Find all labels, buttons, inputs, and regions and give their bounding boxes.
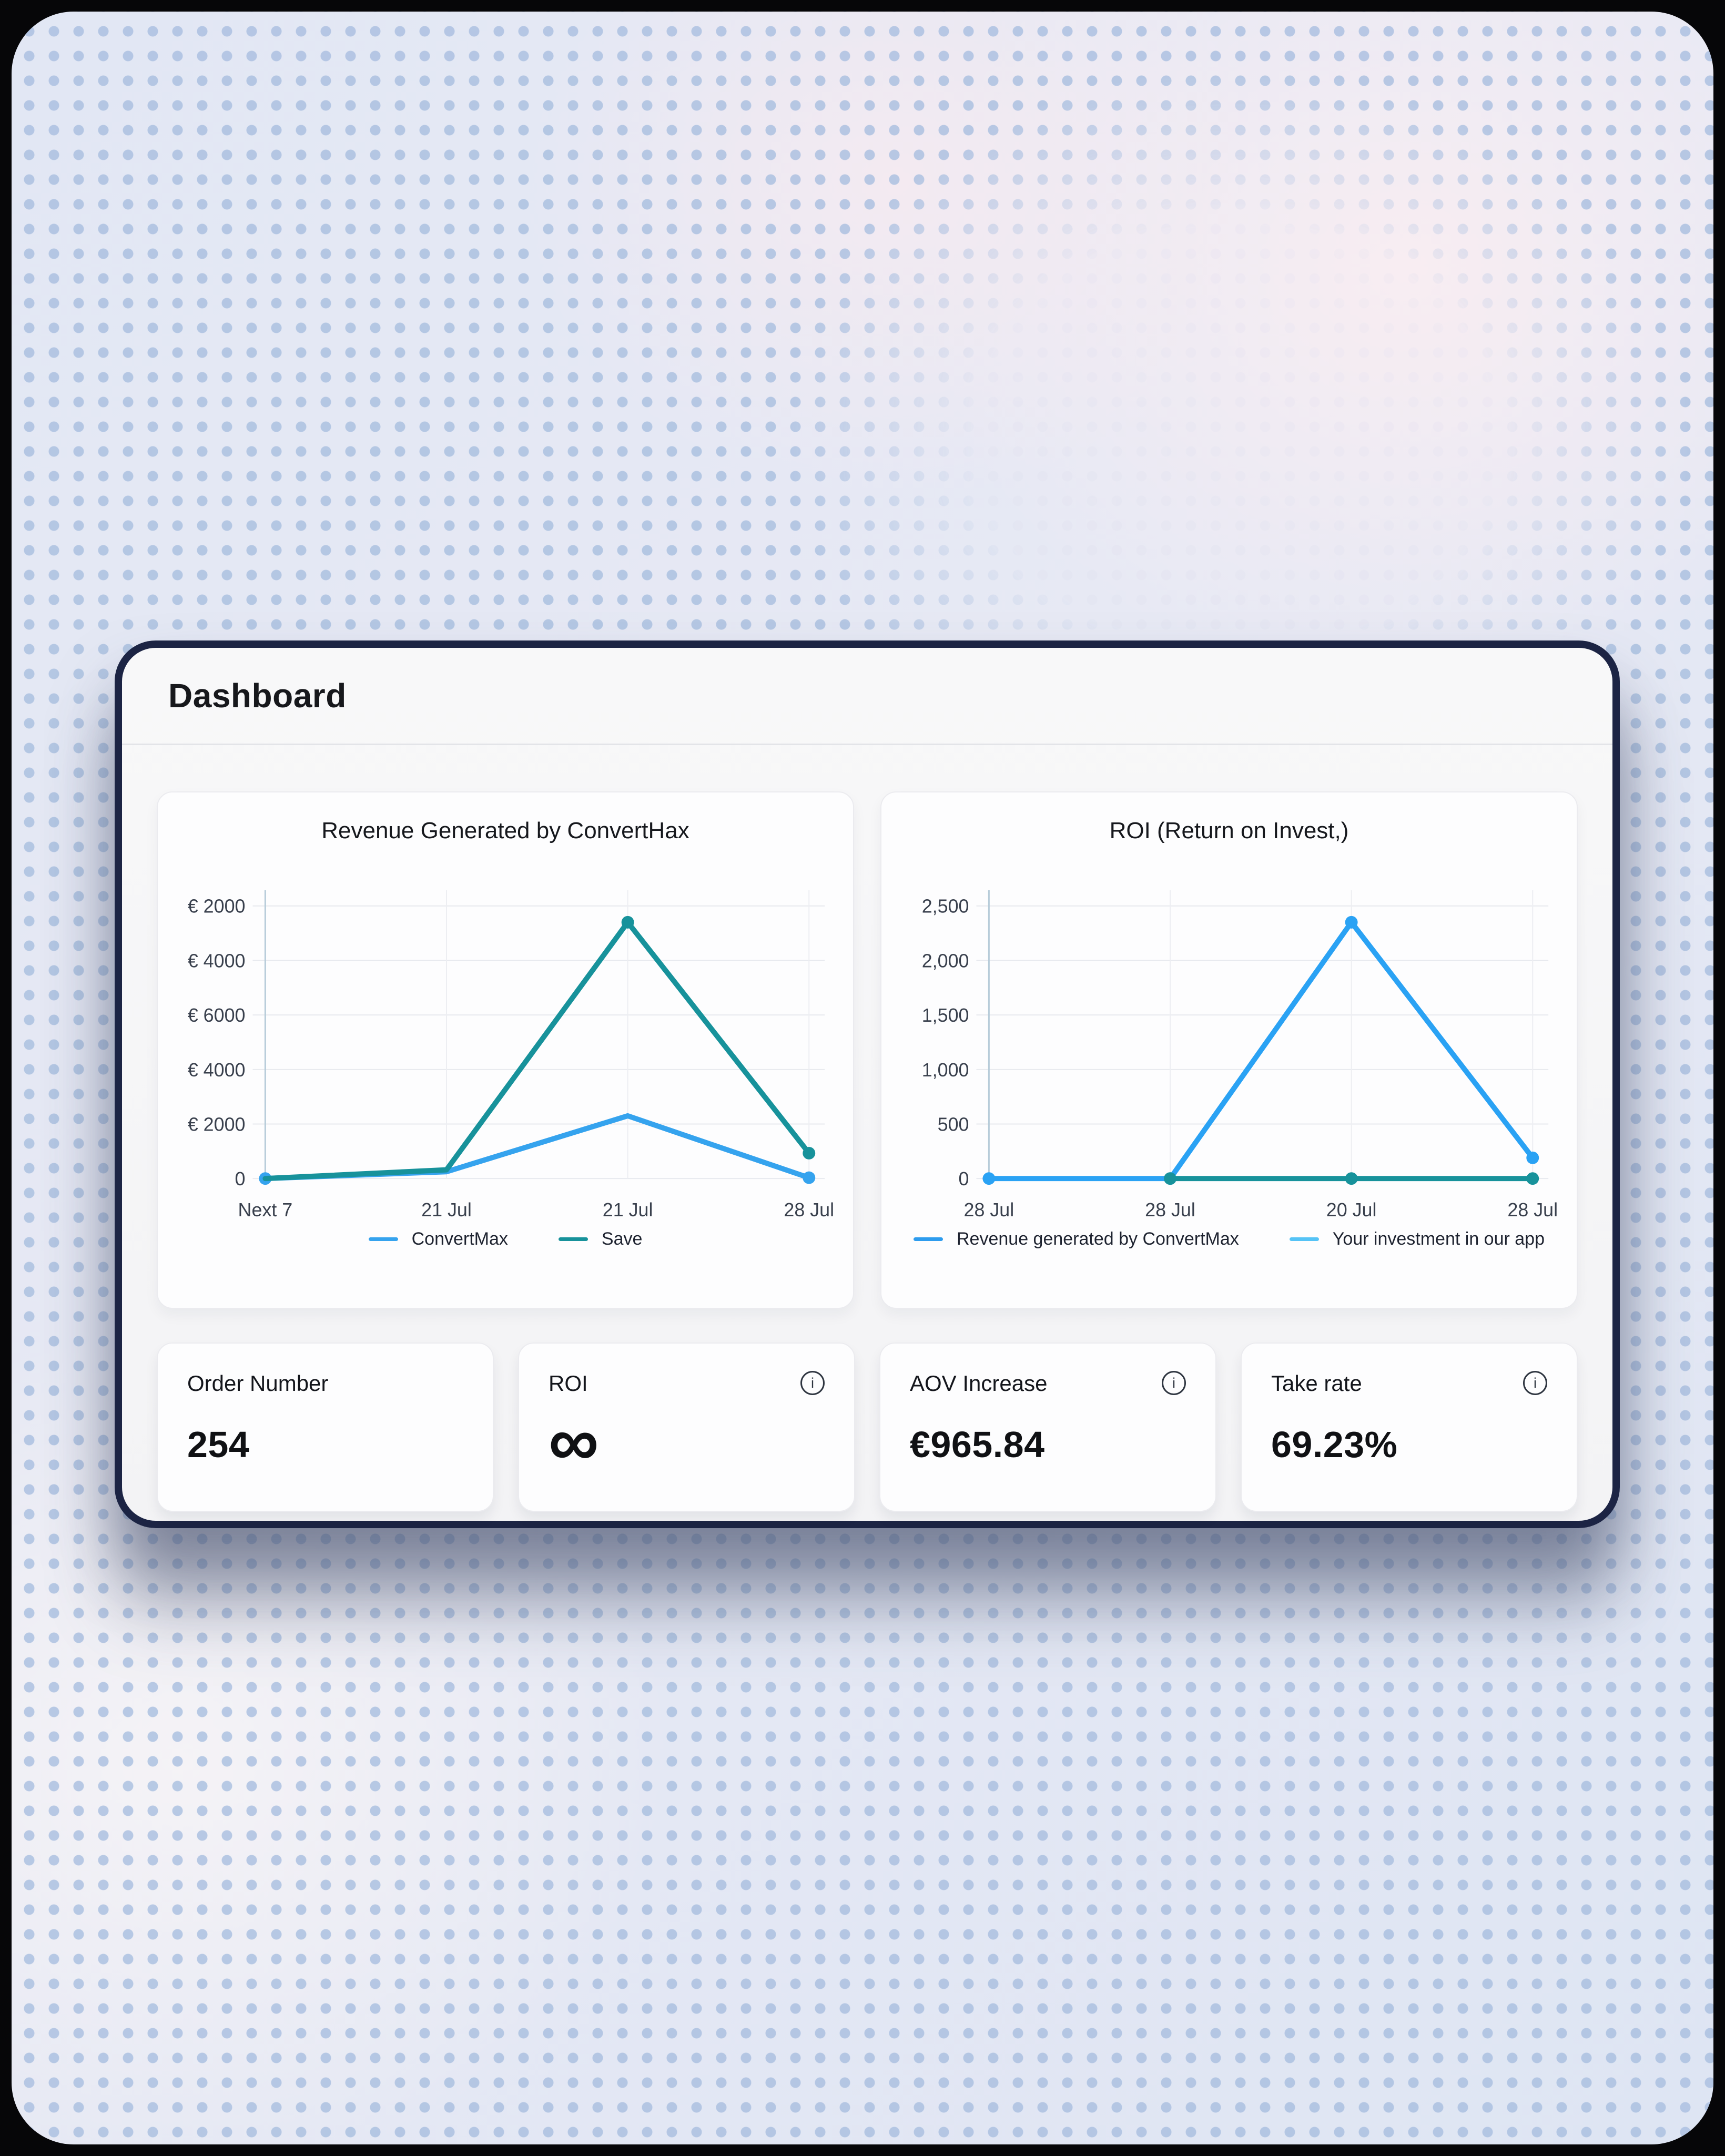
card-body: Revenue Generated by ConvertHax € 2000 € … [122, 745, 1612, 1521]
svg-text:1,000: 1,000 [922, 1060, 969, 1081]
svg-text:0: 0 [959, 1168, 969, 1189]
stat-value: ∞ [549, 1402, 599, 1481]
legend-label: Save [601, 1229, 643, 1249]
svg-text:28 Jul: 28 Jul [1145, 1199, 1195, 1221]
legend-item[interactable]: ConvertMax [368, 1229, 508, 1249]
svg-text:€ 4000: € 4000 [188, 1060, 246, 1081]
legend-label: Revenue generated by ConvertMax [957, 1229, 1239, 1249]
legend-label: ConvertMax [411, 1229, 508, 1249]
page-title: Dashboard [168, 677, 347, 715]
legend-item[interactable]: Save [558, 1229, 643, 1249]
card-header: Dashboard [122, 648, 1612, 744]
legend-swatch [558, 1237, 588, 1241]
chart-title: ROI (Return on Invest,) [1109, 818, 1349, 843]
stat-card-aov-increase: AOV Increase i €965.84 [879, 1343, 1216, 1512]
svg-text:2,000: 2,000 [922, 950, 969, 971]
chart-legend: Revenue generated by ConvertMax Your inve… [914, 1229, 1545, 1249]
svg-text:21 Jul: 21 Jul [421, 1199, 472, 1221]
stat-label: AOV Increase [910, 1371, 1048, 1396]
svg-text:€ 2000: € 2000 [188, 1114, 246, 1135]
stat-value: 254 [187, 1424, 250, 1465]
line-chart: € 2000 € 4000 € 6000 € 4000 € 2000 0 Next 7 21 … [188, 890, 834, 1221]
dashboard-card: Dashboard Revenue Generated by ConvertHa… [115, 640, 1620, 1528]
svg-text:20 Jul: 20 Jul [1326, 1199, 1377, 1221]
stat-value: 69.23% [1271, 1424, 1398, 1465]
info-icon[interactable]: i [1523, 1371, 1547, 1395]
legend-swatch [1289, 1237, 1319, 1241]
legend-item[interactable]: Revenue generated by ConvertMax [914, 1229, 1239, 1249]
charts-row: Revenue Generated by ConvertHax € 2000 € … [157, 791, 1578, 1309]
svg-text:2,500: 2,500 [922, 896, 969, 917]
svg-text:0: 0 [235, 1168, 246, 1189]
legend-label: Your investment in our app [1332, 1229, 1545, 1249]
chart-legend: ConvertMax Save [368, 1229, 643, 1249]
svg-text:€ 6000: € 6000 [188, 1005, 246, 1026]
svg-text:1,500: 1,500 [922, 1005, 969, 1026]
stat-card-roi: ROI i ∞ [518, 1343, 855, 1512]
svg-text:Next 7: Next 7 [238, 1199, 293, 1221]
revenue-chart-panel: Revenue Generated by ConvertHax € 2000 € … [157, 791, 854, 1309]
svg-text:€ 4000: € 4000 [188, 950, 246, 971]
stat-card-take-rate: Take rate i 69.23% [1241, 1343, 1578, 1512]
info-icon[interactable]: i [1162, 1371, 1186, 1395]
legend-item[interactable]: Your investment in our app [1289, 1229, 1545, 1249]
svg-text:21 Jul: 21 Jul [603, 1199, 653, 1221]
svg-text:28 Jul: 28 Jul [784, 1199, 834, 1221]
stats-row: Order Number i 254 ROI i ∞ AOV Increase … [157, 1343, 1578, 1512]
svg-text:500: 500 [938, 1114, 969, 1135]
svg-text:€ 2000: € 2000 [188, 896, 246, 917]
header-divider [122, 744, 1612, 745]
svg-text:28 Jul: 28 Jul [1507, 1199, 1558, 1221]
roi-chart-panel: ROI (Return on Invest,) 2,500 2,000 1,500 1… [880, 791, 1578, 1309]
svg-text:28 Jul: 28 Jul [964, 1199, 1014, 1221]
legend-swatch [914, 1237, 943, 1241]
line-chart: 2,500 2,000 1,500 1,000 500 0 28 Jul 28 Jul 20 J… [922, 890, 1558, 1221]
legend-swatch [368, 1237, 398, 1241]
stat-value: €965.84 [910, 1424, 1045, 1465]
chart-title: Revenue Generated by ConvertHax [321, 818, 689, 843]
info-icon[interactable]: i [800, 1371, 825, 1395]
stat-label: Order Number [187, 1371, 329, 1396]
stat-label: Take rate [1271, 1371, 1362, 1396]
stat-label: ROI [549, 1371, 588, 1396]
stat-card-order-number: Order Number i 254 [157, 1343, 494, 1512]
